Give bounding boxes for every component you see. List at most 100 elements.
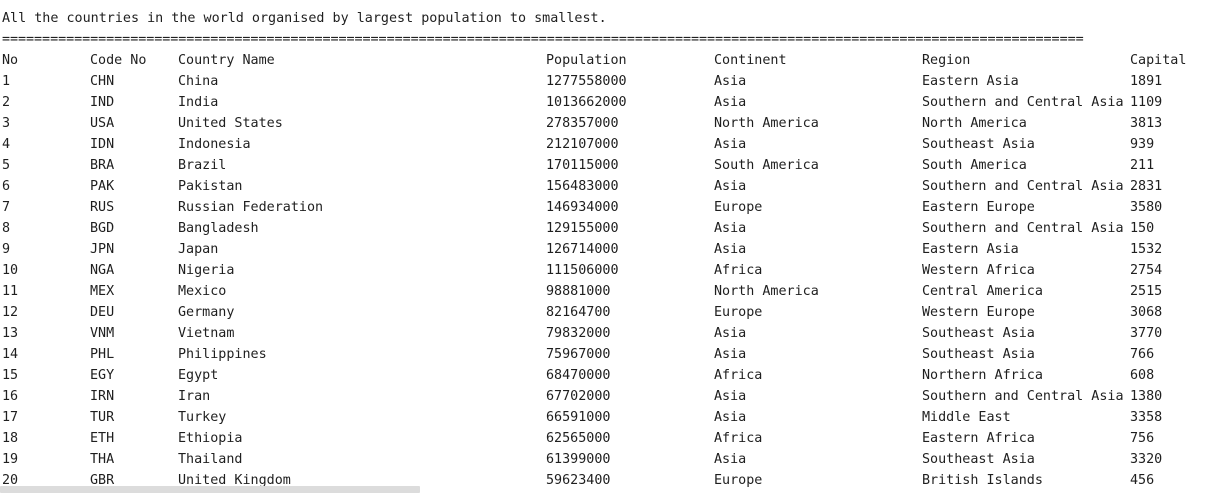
cell-no: 14: [2, 347, 19, 362]
table-row: 13 VNM Vietnam 79832000 Asia Southeast Asia 37…: [2, 323, 1207, 344]
top-divider-line: ----------------------------------------…: [0, 0, 1082, 2]
cell-capital: 3068: [1130, 305, 1163, 320]
table-row: 15 EGY Egypt 68470000 Africa Northern Africa 6…: [2, 365, 1207, 386]
cell-population: 278357000: [546, 116, 619, 131]
cell-code: JPN: [90, 242, 115, 257]
cell-no: 17: [2, 410, 19, 425]
cell-capital: 1109: [1130, 95, 1163, 110]
cell-region: Eastern Asia: [922, 74, 1019, 89]
cell-population: 62565000: [546, 431, 611, 446]
table-row: 18 ETH Ethiopia 62565000 Africa Eastern Afric…: [2, 428, 1207, 449]
cell-code: GBR: [90, 473, 115, 488]
table-row: 5 BRA Brazil 170115000 South America South Am…: [2, 155, 1207, 176]
table-row: 6 PAK Pakistan 156483000 Asia Southern and Ce…: [2, 176, 1207, 197]
cell-population: 170115000: [546, 158, 619, 173]
cell-no: 3: [2, 116, 11, 131]
cell-country-name: Pakistan: [178, 179, 243, 194]
cell-code: RUS: [90, 200, 115, 215]
cell-population: 66591000: [546, 410, 611, 425]
cell-capital: 3580: [1130, 200, 1163, 215]
table-row: 19 THA Thailand 61399000 Asia Southeast Asia 3…: [2, 449, 1207, 470]
cell-country-name: Nigeria: [178, 263, 235, 278]
table-row: 17 TUR Turkey 66591000 Asia Middle East 3358: [2, 407, 1207, 428]
header-region: Region: [922, 53, 971, 68]
cell-capital: 1380: [1130, 389, 1163, 404]
cell-no: 18: [2, 431, 19, 446]
cell-code: ETH: [90, 431, 115, 446]
cell-capital: 2754: [1130, 263, 1163, 278]
cell-no: 11: [2, 284, 19, 299]
cell-code: IRN: [90, 389, 115, 404]
cell-country-name: Russian Federation: [178, 200, 324, 215]
cell-code: THA: [90, 452, 115, 467]
table-row: 10 NGA Nigeria 111506000 Africa Western Afric…: [2, 260, 1207, 281]
cell-region: Northern Africa: [922, 368, 1043, 383]
cell-no: 7: [2, 200, 11, 215]
cell-country-name: Indonesia: [178, 137, 251, 152]
cell-no: 4: [2, 137, 11, 152]
cell-region: Central America: [922, 284, 1043, 299]
cell-no: 13: [2, 326, 19, 341]
table-row: 20 GBR United Kingdom 59623400 Europe British…: [2, 470, 1207, 491]
cell-continent: Europe: [714, 305, 763, 320]
cell-no: 10: [2, 263, 19, 278]
cell-capital: 3320: [1130, 452, 1163, 467]
cell-country-name: Iran: [178, 389, 211, 404]
cell-code: BGD: [90, 221, 115, 236]
table-row: 11 MEX Mexico 98881000 North America Central …: [2, 281, 1207, 302]
cell-continent: North America: [714, 116, 819, 131]
cell-code: DEU: [90, 305, 115, 320]
header-no: No: [2, 53, 19, 68]
cell-country-name: Brazil: [178, 158, 227, 173]
population-table: No Code No Country Name Population Conti…: [2, 50, 1207, 491]
cell-capital: 3813: [1130, 116, 1163, 131]
cell-population: 126714000: [546, 242, 619, 257]
cell-population: 82164700: [546, 305, 611, 320]
cell-capital: 1891: [1130, 74, 1163, 89]
table-row: 4 IDN Indonesia 212107000 Asia Southeast Asia…: [2, 134, 1207, 155]
cell-continent: Asia: [714, 326, 747, 341]
horizontal-scrollbar[interactable]: [0, 486, 420, 493]
table-row: 7 RUS Russian Federation 146934000 Europe Eas…: [2, 197, 1207, 218]
cell-region: Eastern Asia: [922, 242, 1019, 257]
cell-code: TUR: [90, 410, 115, 425]
cell-continent: Asia: [714, 74, 747, 89]
cell-capital: 2831: [1130, 179, 1163, 194]
cell-capital: 766: [1130, 347, 1155, 362]
cell-region: Western Africa: [922, 263, 1035, 278]
cell-country-name: Thailand: [178, 452, 243, 467]
cell-continent: South America: [714, 158, 819, 173]
cell-population: 156483000: [546, 179, 619, 194]
table-row: 12 DEU Germany 82164700 Europe Western Europe…: [2, 302, 1207, 323]
cell-code: BRA: [90, 158, 115, 173]
cell-continent: Africa: [714, 263, 763, 278]
cell-continent: Asia: [714, 221, 747, 236]
cell-no: 8: [2, 221, 11, 236]
header-code: Code No: [90, 53, 147, 68]
cell-no: 19: [2, 452, 19, 467]
cell-continent: Europe: [714, 200, 763, 215]
cell-continent: Europe: [714, 473, 763, 488]
cell-capital: 150: [1130, 221, 1155, 236]
cell-population: 67702000: [546, 389, 611, 404]
cell-country-name: China: [178, 74, 219, 89]
cell-continent: North America: [714, 284, 819, 299]
cell-capital: 3770: [1130, 326, 1163, 341]
cell-population: 1277558000: [546, 74, 627, 89]
cell-continent: Asia: [714, 452, 747, 467]
cell-code: PHL: [90, 347, 115, 362]
cell-population: 59623400: [546, 473, 611, 488]
cell-continent: Asia: [714, 137, 747, 152]
cell-region: Southern and Central Asia: [922, 95, 1124, 110]
cell-continent: Asia: [714, 179, 747, 194]
cell-region: Southern and Central Asia: [922, 389, 1124, 404]
cell-population: 79832000: [546, 326, 611, 341]
cell-population: 61399000: [546, 452, 611, 467]
cell-no: 20: [2, 473, 19, 488]
cell-no: 16: [2, 389, 19, 404]
cell-country-name: Bangladesh: [178, 221, 259, 236]
cell-population: 212107000: [546, 137, 619, 152]
cell-population: 111506000: [546, 263, 619, 278]
cell-region: Eastern Europe: [922, 200, 1035, 215]
cell-capital: 756: [1130, 431, 1155, 446]
